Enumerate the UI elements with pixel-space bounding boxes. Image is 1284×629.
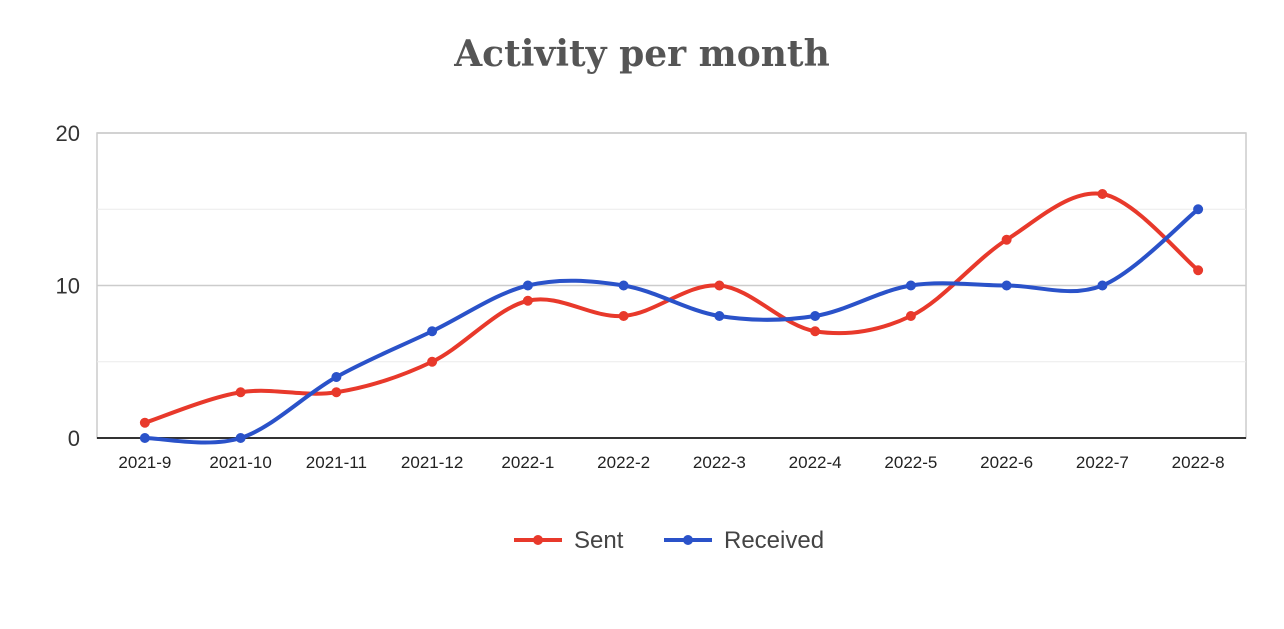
y-tick-label: 10 (56, 274, 80, 299)
data-point-received (1001, 280, 1012, 291)
x-tick-label: 2021-10 (209, 453, 271, 472)
series-sent (139, 189, 1204, 428)
legend-swatch-dot (533, 535, 543, 545)
data-point-sent (1097, 189, 1108, 199)
legend: Sent Received (514, 527, 824, 554)
x-axis-ticks: 2021-9 2021-10 2021-11 2021-12 2022-1 2022-2 2… (118, 453, 1224, 472)
data-point-sent (522, 295, 533, 306)
x-tick-label: 2022-7 (1076, 453, 1129, 472)
legend-swatch-dot (683, 535, 693, 545)
data-point-received (139, 433, 150, 443)
data-point-received (427, 326, 438, 337)
x-tick-label: 2022-1 (501, 453, 554, 472)
data-point-sent (235, 387, 246, 398)
data-point-sent (810, 326, 821, 337)
data-point-received (618, 280, 629, 291)
y-axis-ticks: 0 10 20 (56, 121, 80, 451)
x-tick-label: 2021-12 (401, 453, 463, 472)
y-tick-label: 20 (56, 121, 80, 146)
x-tick-label: 2022-8 (1172, 453, 1225, 472)
legend-label: Received (724, 527, 824, 554)
data-point-sent (714, 280, 725, 291)
y-tick-label: 0 (68, 426, 80, 451)
data-point-received (331, 372, 342, 382)
data-point-received (1097, 280, 1108, 291)
legend-item-sent: Sent (514, 527, 624, 554)
data-point-received (1193, 204, 1204, 215)
data-point-sent (905, 311, 916, 321)
data-point-received (905, 280, 916, 291)
data-point-sent (139, 417, 150, 428)
gridlines (96, 132, 1247, 439)
data-point-received (522, 280, 533, 291)
series-received (139, 204, 1204, 445)
data-point-sent (1193, 265, 1204, 276)
legend-item-received: Received (664, 527, 824, 554)
x-tick-label: 2021-9 (118, 453, 171, 472)
data-point-sent (618, 311, 629, 321)
series-line-received (142, 207, 1201, 445)
x-tick-label: 2022-4 (789, 453, 842, 472)
data-point-received (810, 311, 821, 321)
data-point-sent (427, 356, 438, 367)
x-tick-label: 2021-11 (306, 453, 367, 472)
chart-title: Activity per month (453, 33, 830, 75)
data-point-sent (331, 387, 342, 398)
series-lines (139, 189, 1204, 445)
x-tick-label: 2022-2 (597, 453, 650, 472)
data-point-received (235, 433, 246, 443)
x-tick-label: 2022-5 (884, 453, 937, 472)
legend-label: Sent (574, 527, 624, 554)
data-point-received (714, 311, 725, 321)
series-line-sent (142, 191, 1201, 425)
x-tick-label: 2022-3 (693, 453, 746, 472)
data-point-sent (1001, 234, 1012, 245)
x-tick-label: 2022-6 (980, 453, 1033, 472)
